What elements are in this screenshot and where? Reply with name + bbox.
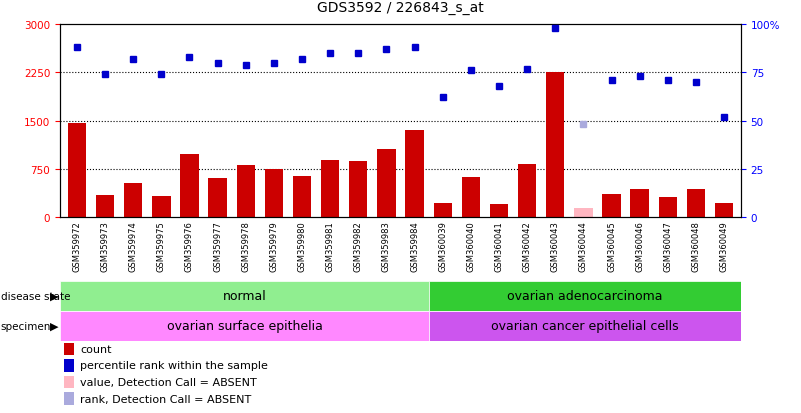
Text: ovarian cancer epithelial cells: ovarian cancer epithelial cells — [491, 319, 678, 332]
Bar — [377, 150, 396, 217]
Text: GSM360046: GSM360046 — [635, 221, 644, 271]
Bar — [96, 195, 115, 217]
Text: GSM360049: GSM360049 — [719, 221, 729, 271]
Bar — [293, 176, 311, 217]
Text: GSM359984: GSM359984 — [410, 221, 419, 271]
Bar — [265, 169, 283, 217]
Text: GSM360042: GSM360042 — [522, 221, 532, 271]
Text: count: count — [80, 344, 111, 354]
Text: value, Detection Call = ABSENT: value, Detection Call = ABSENT — [80, 377, 257, 387]
Bar — [349, 161, 368, 217]
Text: percentile rank within the sample: percentile rank within the sample — [80, 361, 268, 370]
Bar — [433, 203, 452, 217]
Text: disease state: disease state — [1, 291, 70, 301]
Bar — [429, 311, 741, 341]
Text: GSM359983: GSM359983 — [382, 221, 391, 271]
Text: ovarian surface epithelia: ovarian surface epithelia — [167, 319, 323, 332]
Text: GSM360041: GSM360041 — [494, 221, 504, 271]
Text: specimen: specimen — [1, 321, 51, 331]
Text: GSM359980: GSM359980 — [297, 221, 307, 271]
Text: GSM360047: GSM360047 — [663, 221, 672, 271]
Text: GSM360040: GSM360040 — [466, 221, 475, 271]
Text: GSM360039: GSM360039 — [438, 221, 447, 271]
Bar — [152, 197, 171, 217]
Bar — [546, 73, 565, 217]
Bar — [715, 204, 733, 217]
Text: GSM360045: GSM360045 — [607, 221, 616, 271]
Text: GSM359979: GSM359979 — [269, 221, 279, 271]
Text: GSM359975: GSM359975 — [157, 221, 166, 271]
Bar — [602, 194, 621, 217]
Bar — [180, 154, 199, 217]
Bar — [236, 166, 255, 217]
Bar — [405, 131, 424, 217]
Text: GSM359974: GSM359974 — [129, 221, 138, 271]
Bar — [124, 184, 143, 217]
Text: GSM359978: GSM359978 — [241, 221, 250, 271]
Bar — [68, 124, 86, 217]
Bar — [60, 311, 429, 341]
Text: GSM359976: GSM359976 — [185, 221, 194, 271]
Text: GSM359973: GSM359973 — [101, 221, 110, 271]
Bar — [630, 190, 649, 217]
Text: normal: normal — [223, 290, 267, 303]
Bar — [518, 165, 536, 217]
Text: GSM359972: GSM359972 — [72, 221, 82, 271]
Bar — [461, 178, 480, 217]
Bar — [321, 161, 340, 217]
Text: GSM360048: GSM360048 — [691, 221, 700, 271]
Text: GSM360043: GSM360043 — [551, 221, 560, 271]
Text: GSM360044: GSM360044 — [579, 221, 588, 271]
Text: GSM359977: GSM359977 — [213, 221, 222, 271]
Bar — [60, 281, 429, 311]
Text: GSM359982: GSM359982 — [354, 221, 363, 271]
Text: ▶: ▶ — [50, 321, 58, 331]
Text: ovarian adenocarcinoma: ovarian adenocarcinoma — [507, 290, 662, 303]
Bar — [429, 281, 741, 311]
Text: rank, Detection Call = ABSENT: rank, Detection Call = ABSENT — [80, 394, 252, 404]
Bar — [490, 204, 508, 217]
Text: GSM359981: GSM359981 — [326, 221, 335, 271]
Bar — [574, 209, 593, 217]
Bar — [686, 190, 705, 217]
Text: ▶: ▶ — [50, 291, 58, 301]
Bar — [658, 197, 677, 217]
Bar — [208, 179, 227, 217]
Text: GDS3592 / 226843_s_at: GDS3592 / 226843_s_at — [317, 1, 484, 15]
